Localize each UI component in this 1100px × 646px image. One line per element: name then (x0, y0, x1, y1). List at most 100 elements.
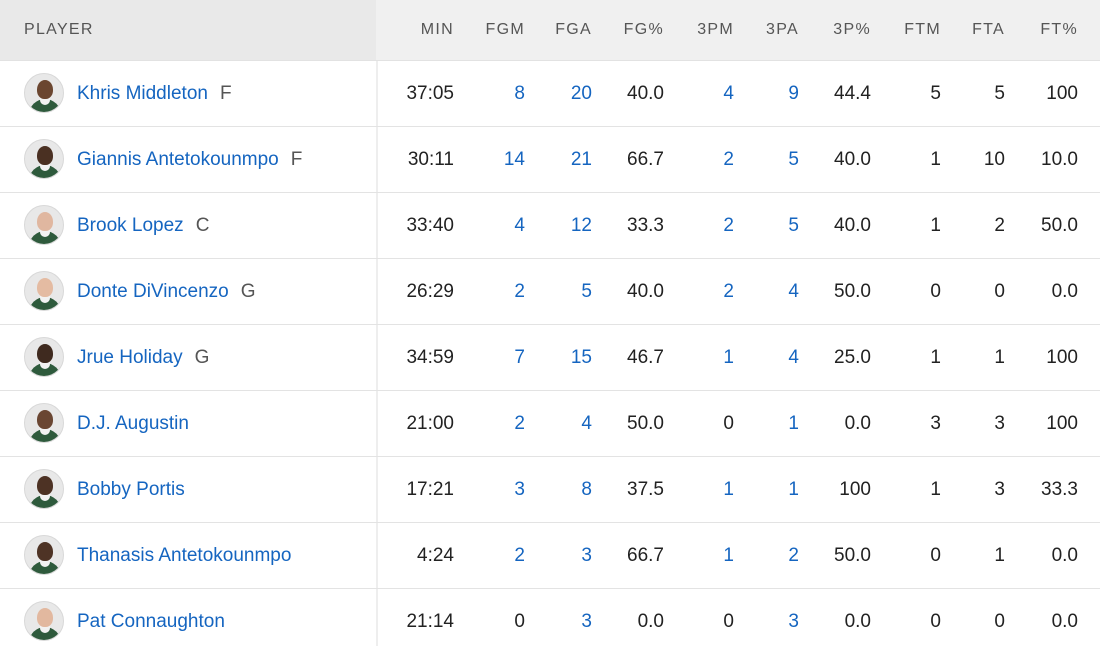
player-name-link[interactable]: Pat Connaughton (77, 589, 237, 646)
player-avatar[interactable] (24, 403, 64, 443)
stat-fgm[interactable]: 14 (503, 149, 525, 170)
avatar-jersey (29, 627, 61, 640)
player-avatar[interactable] (24, 469, 64, 509)
stat-fga[interactable]: 12 (570, 215, 592, 236)
player-name-link[interactable]: Thanasis Antetokounmpo (77, 523, 303, 589)
stat-tpm[interactable]: 2 (723, 281, 734, 302)
player-name[interactable]: Brook Lopez (77, 215, 184, 236)
stat-tpm[interactable]: 1 (723, 545, 734, 566)
header-3pm[interactable]: 3PM (697, 21, 734, 38)
stat-tpa[interactable]: 4 (788, 347, 799, 368)
stat-fgp: 37.5 (627, 479, 664, 500)
player-name-link[interactable]: Giannis Antetokounmpo F (77, 127, 302, 193)
stat-tpa[interactable]: 9 (788, 83, 799, 104)
stat-tpa[interactable]: 3 (788, 611, 799, 632)
avatar-head (37, 80, 53, 99)
stat-fta: 3 (994, 479, 1005, 500)
player-name-link[interactable]: Jrue Holiday G (77, 325, 209, 391)
player-name[interactable]: Pat Connaughton (77, 611, 225, 632)
column-divider (376, 127, 378, 192)
avatar-jersey (29, 429, 61, 442)
player-name-link[interactable]: Donte DiVincenzo G (77, 259, 256, 325)
player-avatar[interactable] (24, 205, 64, 245)
player-avatar[interactable] (24, 73, 64, 113)
table-row: Brook Lopez C 33:40 4 12 33.3 2 5 40.0 1 2 50.0 (0, 193, 1100, 259)
player-name[interactable]: Jrue Holiday (77, 347, 183, 368)
stat-fga[interactable]: 3 (581, 545, 592, 566)
stat-fga[interactable]: 21 (570, 149, 592, 170)
header-player[interactable]: PLAYER (24, 21, 94, 38)
header-3pa[interactable]: 3PA (766, 21, 799, 38)
header-fta[interactable]: FTA (972, 21, 1005, 38)
column-divider (376, 589, 378, 646)
avatar-head (37, 410, 53, 429)
table-row: Donte DiVincenzo G 26:29 2 5 40.0 2 4 50.0 0 0 0.0 (0, 259, 1100, 325)
stat-fga[interactable]: 3 (581, 611, 592, 632)
player-name[interactable]: Bobby Portis (77, 479, 185, 500)
stat-tpa[interactable]: 4 (788, 281, 799, 302)
player-name[interactable]: D.J. Augustin (77, 413, 189, 434)
player-name-link[interactable]: Brook Lopez C (77, 193, 209, 259)
header-min[interactable]: MIN (420, 21, 454, 38)
stat-fgm[interactable]: 7 (514, 347, 525, 368)
stat-tpa[interactable]: 5 (788, 149, 799, 170)
stat-fgm[interactable]: 2 (514, 545, 525, 566)
stat-tpa[interactable]: 1 (788, 413, 799, 434)
table-row: Khris Middleton F 37:05 8 20 40.0 4 9 44.4 5 5 100 (0, 61, 1100, 127)
player-avatar[interactable] (24, 139, 64, 179)
stat-ftm: 1 (930, 347, 941, 368)
stat-fgm[interactable]: 2 (514, 413, 525, 434)
stat-fta: 2 (994, 215, 1005, 236)
header-fg-pct[interactable]: FG% (623, 21, 664, 38)
stat-tpm[interactable]: 1 (723, 479, 734, 500)
player-avatar[interactable] (24, 601, 64, 641)
stat-fgm[interactable]: 8 (514, 83, 525, 104)
header-3p-pct[interactable]: 3P% (833, 21, 871, 38)
stat-fga[interactable]: 5 (581, 281, 592, 302)
stat-tpm[interactable]: 2 (723, 215, 734, 236)
stat-fgm[interactable]: 4 (514, 215, 525, 236)
header-fga[interactable]: FGA (555, 21, 592, 38)
stat-min: 17:21 (406, 479, 454, 500)
stat-tpa[interactable]: 2 (788, 545, 799, 566)
player-name[interactable]: Donte DiVincenzo (77, 281, 229, 302)
stat-tpa[interactable]: 1 (788, 479, 799, 500)
avatar-jersey (29, 495, 61, 508)
player-name[interactable]: Giannis Antetokounmpo (77, 149, 279, 170)
column-divider (376, 193, 378, 258)
header-ft-pct[interactable]: FT% (1040, 21, 1078, 38)
player-avatar[interactable] (24, 271, 64, 311)
avatar-collar (40, 98, 50, 105)
stat-fta: 5 (994, 83, 1005, 104)
stat-ftm: 1 (930, 215, 941, 236)
player-position: G (240, 281, 256, 302)
stat-tpm: 0 (723, 413, 734, 434)
avatar-head (37, 278, 53, 297)
stat-tpm[interactable]: 2 (723, 149, 734, 170)
player-name[interactable]: Khris Middleton (77, 83, 208, 104)
header-fgm[interactable]: FGM (485, 21, 525, 38)
player-avatar[interactable] (24, 337, 64, 377)
stat-fgm[interactable]: 2 (514, 281, 525, 302)
stat-fgm[interactable]: 3 (514, 479, 525, 500)
stat-ftp: 50.0 (1041, 215, 1078, 236)
player-name[interactable]: Thanasis Antetokounmpo (77, 545, 292, 566)
stat-fga[interactable]: 15 (570, 347, 592, 368)
stat-fga[interactable]: 4 (581, 413, 592, 434)
player-name-link[interactable]: D.J. Augustin (77, 391, 201, 457)
player-name-link[interactable]: Bobby Portis (77, 457, 197, 523)
stat-tpa[interactable]: 5 (788, 215, 799, 236)
stat-fta: 0 (994, 281, 1005, 302)
stat-ftp: 0.0 (1051, 611, 1078, 632)
player-name-link[interactable]: Khris Middleton F (77, 61, 232, 127)
stat-tpm[interactable]: 1 (723, 347, 734, 368)
stat-min: 37:05 (406, 83, 454, 104)
player-avatar[interactable] (24, 535, 64, 575)
stat-fga[interactable]: 8 (581, 479, 592, 500)
stat-tpp: 50.0 (834, 281, 871, 302)
player-position: C (195, 215, 210, 236)
stat-fga[interactable]: 20 (570, 83, 592, 104)
stat-tpp: 40.0 (834, 149, 871, 170)
header-ftm[interactable]: FTM (904, 21, 941, 38)
stat-tpm[interactable]: 4 (723, 83, 734, 104)
